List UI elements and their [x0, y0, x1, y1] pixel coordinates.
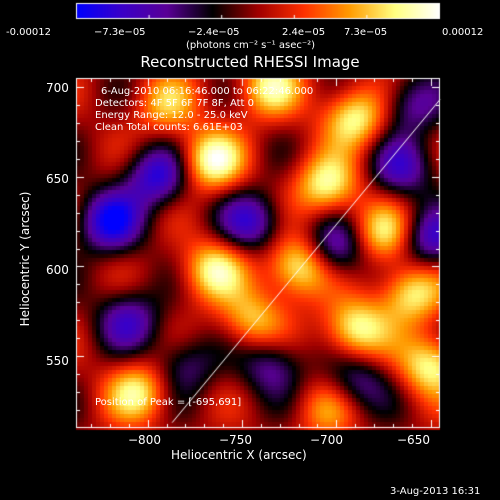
chart-title: Reconstructed RHESSI Image — [140, 53, 360, 71]
peak-position-label: Position of Peak = [-695,691] — [95, 397, 242, 408]
x-tick-minus-750: −750 — [219, 433, 252, 447]
colorbar-tick-5: 0.00012 — [442, 27, 484, 38]
colorbar-tick-3: 2.4e−05 — [282, 27, 326, 38]
y-tick-650: 650 — [46, 172, 69, 186]
x-tick-minus-650: −650 — [397, 433, 430, 447]
x-tick-minus-700: −700 — [310, 433, 343, 447]
y-axis-title: Heliocentric Y (arcsec) — [18, 191, 32, 327]
annotation-energy-range: Energy Range: 12.0 - 25.0 keV — [95, 110, 248, 121]
colorbar-tick-4: 7.3e−05 — [344, 27, 388, 38]
colorbar-tick-2: −2.4e−05 — [188, 27, 240, 38]
annotation-time-range: 6-Aug-2010 06:16:46.000 to 06:22:46.000 — [101, 86, 314, 97]
y-tick-600: 600 — [46, 263, 69, 277]
annotation-detectors: Detectors: 4F 5F 6F 7F 8F, Att 0 — [95, 98, 255, 109]
y-tick-550: 550 — [46, 354, 69, 368]
x-tick-minus-800: −800 — [128, 433, 161, 447]
colorbar-tick-1: −7.3e−05 — [94, 27, 146, 38]
colorbar-units: (photons cm⁻² s⁻¹ asec⁻²) — [186, 40, 316, 51]
colorbar-tick-0: -0.00012 — [6, 27, 51, 38]
y-tick-700: 700 — [46, 81, 69, 95]
footer-date: 3-Aug-2013 16:31 — [390, 486, 481, 497]
annotation-clean-counts: Clean Total counts: 6.61E+03 — [95, 122, 243, 133]
x-axis-title: Heliocentric X (arcsec) — [171, 448, 307, 462]
